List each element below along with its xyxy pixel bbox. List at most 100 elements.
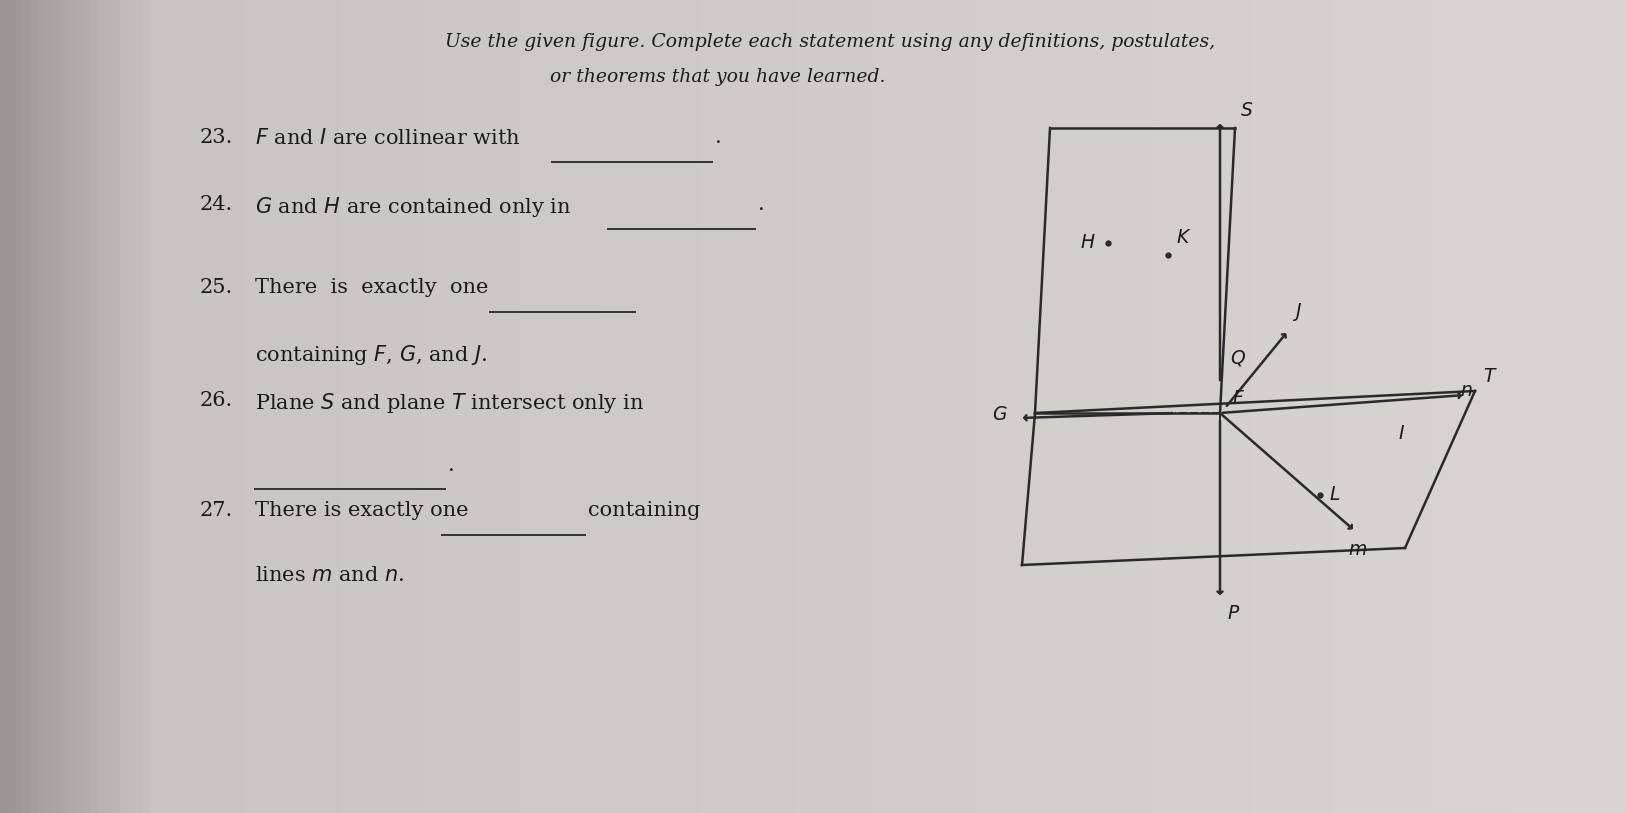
Text: 24.: 24. <box>200 195 233 214</box>
Bar <box>715 0 732 813</box>
Bar <box>1350 0 1366 813</box>
Bar <box>293 0 309 813</box>
Bar <box>1089 0 1106 813</box>
Bar <box>195 0 211 813</box>
Bar <box>89 0 98 813</box>
Bar <box>1203 0 1220 813</box>
Bar <box>1220 0 1236 813</box>
Bar <box>911 0 927 813</box>
Bar <box>1545 0 1561 813</box>
Bar <box>1073 0 1089 813</box>
Text: There  is  exactly  one: There is exactly one <box>255 278 488 297</box>
Bar <box>1317 0 1333 813</box>
Bar <box>504 0 520 813</box>
Bar <box>959 0 976 813</box>
Bar <box>472 0 488 813</box>
Bar <box>75 0 83 813</box>
Bar <box>98 0 114 813</box>
Bar <box>1024 0 1041 813</box>
Bar <box>520 0 537 813</box>
Bar <box>130 0 146 813</box>
Bar <box>8 0 15 813</box>
Bar <box>1463 0 1480 813</box>
Bar <box>33 0 49 813</box>
Bar <box>65 0 81 813</box>
Bar <box>764 0 780 813</box>
Bar <box>829 0 846 813</box>
Bar <box>143 0 150 813</box>
Bar <box>878 0 894 813</box>
Bar <box>634 0 650 813</box>
Bar <box>1593 0 1610 813</box>
Text: Use the given figure. Complete each statement using any definitions, postulates,: Use the given figure. Complete each stat… <box>446 33 1215 51</box>
Text: $m$: $m$ <box>1348 541 1367 559</box>
Bar <box>813 0 829 813</box>
Bar <box>98 0 106 813</box>
Bar <box>341 0 358 813</box>
Text: $Q$: $Q$ <box>1229 348 1246 368</box>
Bar <box>0 0 8 813</box>
Text: $P$: $P$ <box>1228 605 1241 623</box>
Bar <box>390 0 406 813</box>
Bar <box>618 0 634 813</box>
Text: containing: containing <box>589 501 701 520</box>
Text: containing $F$, $G$, and $J$.: containing $F$, $G$, and $J$. <box>255 343 488 367</box>
Bar <box>1008 0 1024 813</box>
Text: $F$ and $I$ are collinear with: $F$ and $I$ are collinear with <box>255 128 520 148</box>
Bar <box>650 0 667 813</box>
Bar <box>52 0 60 813</box>
Bar <box>146 0 163 813</box>
Bar <box>1382 0 1398 813</box>
Bar <box>1528 0 1545 813</box>
Bar <box>1447 0 1463 813</box>
Bar <box>374 0 390 813</box>
Bar <box>260 0 276 813</box>
Bar <box>1236 0 1252 813</box>
Bar <box>1415 0 1431 813</box>
Text: $F$: $F$ <box>1233 390 1246 408</box>
Bar <box>1366 0 1382 813</box>
Bar <box>49 0 65 813</box>
Text: Plane $S$ and plane $T$ intersect only in: Plane $S$ and plane $T$ intersect only i… <box>255 391 644 415</box>
Text: 23.: 23. <box>200 128 234 147</box>
Bar <box>1512 0 1528 813</box>
Bar <box>1480 0 1496 813</box>
Bar <box>228 0 244 813</box>
Bar <box>309 0 325 813</box>
Bar <box>699 0 715 813</box>
Text: or theorems that you have learned.: or theorems that you have learned. <box>550 68 886 86</box>
Bar <box>943 0 959 813</box>
Bar <box>1431 0 1447 813</box>
Bar <box>1301 0 1317 813</box>
Text: 26.: 26. <box>200 391 233 410</box>
Bar <box>667 0 683 813</box>
Bar <box>1496 0 1512 813</box>
Bar <box>60 0 68 813</box>
Text: 25.: 25. <box>200 278 233 297</box>
Text: $L$: $L$ <box>1328 486 1340 504</box>
Bar <box>1138 0 1154 813</box>
Bar <box>1398 0 1415 813</box>
Bar <box>602 0 618 813</box>
Text: $G$: $G$ <box>992 406 1008 424</box>
Bar <box>1610 0 1626 813</box>
Bar <box>1333 0 1350 813</box>
Bar <box>179 0 195 813</box>
Bar <box>112 0 120 813</box>
Text: $J$: $J$ <box>1293 301 1302 323</box>
Bar <box>127 0 135 813</box>
Bar <box>862 0 878 813</box>
Bar <box>423 0 439 813</box>
Bar <box>976 0 992 813</box>
Text: .: . <box>449 456 455 475</box>
Bar <box>455 0 472 813</box>
Bar <box>537 0 553 813</box>
Bar <box>1268 0 1285 813</box>
Text: $S$: $S$ <box>1241 102 1254 120</box>
Bar <box>1577 0 1593 813</box>
Bar <box>81 0 98 813</box>
Bar <box>135 0 143 813</box>
Text: 27.: 27. <box>200 501 233 520</box>
Bar <box>15 0 23 813</box>
Text: $I$: $I$ <box>1398 425 1405 443</box>
